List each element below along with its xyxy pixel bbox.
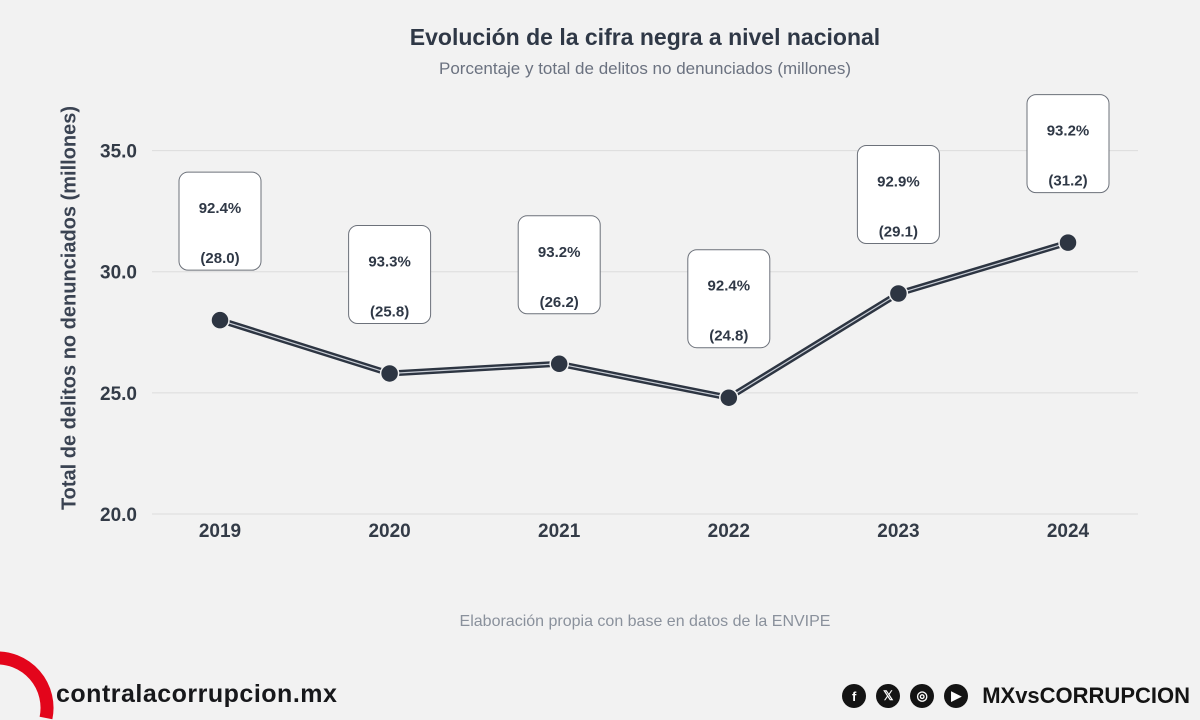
- x-icon[interactable]: 𝕏: [876, 684, 901, 708]
- data-label-box-frame: [348, 224, 432, 324]
- data-point: [210, 310, 230, 330]
- data-label-total: (24.8): [709, 328, 748, 345]
- data-point: [1058, 232, 1078, 253]
- data-label-percent: 92.4%: [199, 200, 242, 217]
- chart-title: Evolución de la cifra negra a nivel naci…: [409, 24, 881, 50]
- annotation-layer: 92.4% (28.0) 93.3% (25.8) 93.2% (26.2) 92.4% (2…: [178, 94, 1110, 349]
- chart-subtitle: Porcentaje y total de delitos no denunci…: [438, 59, 852, 78]
- social-links: f 𝕏 ◎ ▶ MXvsCORRUPCION: [842, 683, 1190, 709]
- instagram-icon[interactable]: ◎: [910, 684, 935, 708]
- source-note: Elaboración propia con base en datos de …: [459, 613, 831, 630]
- data-label-box: 92.9% (29.1): [856, 145, 940, 245]
- line-chart: 20.0 25.0 30.0 35.0 2019 2020 2021 2022 2023 2024…: [100, 94, 1138, 542]
- data-label-percent: 93.2%: [1047, 123, 1090, 140]
- x-tick-label: 2021: [538, 521, 581, 542]
- facebook-icon[interactable]: f: [842, 684, 867, 708]
- social-handle[interactable]: MXvsCORRUPCION: [982, 683, 1190, 708]
- x-tick-label: 2024: [1047, 521, 1090, 542]
- data-label-percent: 93.2%: [538, 244, 581, 261]
- data-label-box-frame: [517, 215, 601, 315]
- x-tick-label: 2023: [877, 521, 919, 542]
- line-layer: [210, 232, 1078, 408]
- data-label-percent: 93.3%: [368, 253, 411, 270]
- data-label-box: 93.2% (31.2): [1026, 94, 1110, 194]
- axis-layer: 20.0 25.0 30.0 35.0 2019 2020 2021 2022 2023 2024: [100, 142, 1090, 542]
- y-tick-label: 30.0: [100, 263, 137, 284]
- data-point: [379, 363, 400, 384]
- data-label-box-frame: [178, 171, 262, 271]
- brand-logo-icon: [0, 651, 54, 720]
- data-point: [549, 354, 569, 374]
- data-label-total: (29.1): [879, 224, 918, 241]
- data-label-box: 93.2% (26.2): [517, 215, 601, 315]
- grid-layer: [152, 150, 1138, 515]
- series-line: [219, 239, 1069, 401]
- data-point: [719, 387, 739, 408]
- data-label-box-frame: [1026, 94, 1110, 194]
- x-tick-label: 2019: [199, 521, 241, 542]
- data-label-percent: 92.4%: [708, 278, 751, 295]
- youtube-icon[interactable]: ▶: [944, 684, 969, 708]
- data-label-box: 92.4% (24.8): [687, 249, 771, 349]
- y-tick-label: 35.0: [100, 142, 137, 163]
- y-tick-label: 25.0: [100, 384, 137, 405]
- y-tick-label: 20.0: [100, 505, 137, 526]
- data-label-total: (25.8): [370, 303, 409, 320]
- data-label-box: 92.4% (28.0): [178, 171, 262, 271]
- data-label-total: (28.0): [200, 250, 239, 267]
- data-label-box: 93.3% (25.8): [348, 224, 432, 324]
- series-line-highlight: [219, 242, 1069, 399]
- site-name[interactable]: contralacorrupcion.mx: [56, 680, 338, 708]
- x-tick-label: 2022: [708, 521, 750, 542]
- data-label-box-frame: [856, 145, 940, 245]
- data-label-box-frame: [687, 249, 771, 349]
- data-label-total: (26.2): [540, 294, 579, 311]
- data-label-total: (31.2): [1048, 173, 1087, 190]
- data-point: [888, 283, 909, 304]
- x-tick-label: 2020: [368, 521, 410, 542]
- footer: contralacorrupcion.mx f 𝕏 ◎ ▶ MXvsCORRUP…: [0, 640, 1200, 720]
- data-label-percent: 92.9%: [877, 174, 920, 191]
